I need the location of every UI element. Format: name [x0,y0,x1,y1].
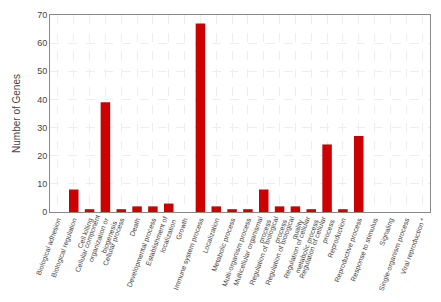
svg-text:40: 40 [37,95,47,105]
svg-text:Viral reproduction *: Viral reproduction * [399,217,427,276]
svg-text:20: 20 [37,151,47,161]
svg-text:Establishment oflocalization: Establishment oflocalization [144,215,177,269]
svg-text:Regulation of cellularprocess: Regulation of cellularprocess [298,215,337,283]
svg-text:Metabolic process: Metabolic process [210,217,237,273]
svg-text:Single-organism process: Single-organism process [378,217,412,293]
svg-text:Regulation of cellularmetaboli: Regulation of cellularmetabolic process [282,215,321,283]
svg-text:70: 70 [37,10,47,20]
svg-text:Regulation of biologicalproces: Regulation of biologicalprocess [248,215,289,289]
svg-text:Signaling: Signaling [378,217,395,247]
svg-text:10: 10 [37,179,47,189]
svg-text:Cellular componentorganization: Cellular componentorganization orbiogene… [74,213,119,279]
svg-text:Cellular process: Cellular process [102,217,127,267]
svg-text:Developmental process: Developmental process [126,217,159,289]
svg-text:Localization: Localization [201,217,220,254]
svg-text:60: 60 [37,38,47,48]
svg-text:Reproductive process: Reproductive process [333,217,364,284]
svg-text:50: 50 [37,66,47,76]
svg-text:Immune system process: Immune system process [172,217,206,291]
svg-text:Death: Death [128,217,141,237]
svg-text:Biological regulation: Biological regulation [50,217,79,279]
svg-text:Multi-organism process: Multi-organism process [221,217,253,288]
svg-text:Response to stimulus: Response to stimulus [349,217,380,283]
svg-text:Regulation of biologicalqualit: Regulation of biologicalquality [264,215,305,289]
svg-text:Reproduction: Reproduction [326,217,348,259]
svg-text:30: 30 [37,123,47,133]
svg-text:Biological adhesion: Biological adhesion [35,217,63,277]
svg-text:Multicellular organismalproces: Multicellular organismalprocess [232,215,273,290]
svg-text:Growth: Growth [175,217,189,241]
svg-text:Number of Genes: Number of Genes [11,74,22,153]
svg-text:Cell killing: Cell killing [76,217,94,249]
svg-text:0: 0 [42,207,47,217]
